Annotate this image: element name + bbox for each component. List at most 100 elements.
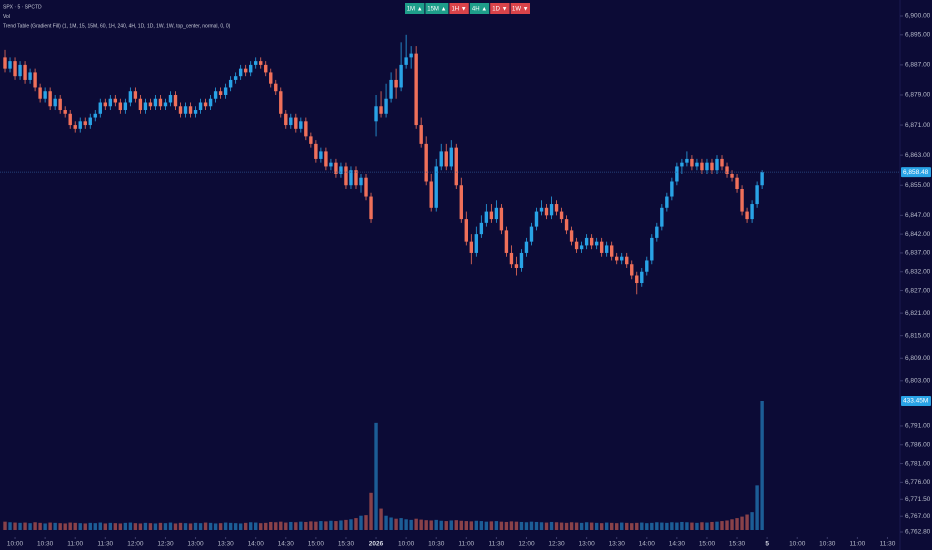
timeframe-badge[interactable] bbox=[490, 3, 510, 14]
candle-body bbox=[615, 256, 619, 261]
candle-body bbox=[514, 264, 519, 268]
volume-bar bbox=[98, 522, 102, 530]
candle-body bbox=[198, 102, 203, 111]
candle-body bbox=[183, 106, 188, 114]
volume-bar bbox=[554, 522, 559, 530]
candle-body bbox=[710, 162, 714, 171]
candle-body bbox=[384, 98, 388, 114]
volume-bar bbox=[474, 520, 479, 530]
volume-bar bbox=[705, 522, 709, 530]
volume-bar bbox=[730, 519, 734, 530]
timeframe-label[interactable]: 15M ▲ bbox=[427, 7, 446, 13]
volume-bar bbox=[93, 523, 97, 530]
volume-bar bbox=[479, 521, 484, 530]
y-tick-label: 6,832.00 bbox=[905, 268, 931, 275]
candle-body bbox=[760, 172, 764, 186]
timeframe-label[interactable]: 1D ▼ bbox=[492, 7, 507, 13]
volume-bar bbox=[615, 523, 619, 530]
candle-body bbox=[374, 106, 378, 122]
timeframe-badge[interactable] bbox=[510, 3, 530, 14]
volume-bar bbox=[248, 522, 253, 530]
volume-bar bbox=[304, 521, 308, 530]
volume-bar bbox=[213, 523, 218, 530]
candle-body bbox=[294, 117, 298, 129]
candle-body bbox=[178, 106, 183, 114]
volume-bar bbox=[645, 523, 649, 530]
candle-body bbox=[650, 237, 654, 261]
candle-body bbox=[143, 102, 148, 111]
candle-body bbox=[123, 102, 128, 111]
timeframe-badge[interactable] bbox=[425, 3, 449, 14]
timeframe-badge[interactable] bbox=[469, 3, 490, 14]
volume-bar bbox=[755, 485, 759, 530]
volume-bar bbox=[489, 521, 494, 530]
volume-bar bbox=[710, 521, 714, 530]
volume-bar bbox=[284, 522, 288, 530]
x-tick-label: 14:00 bbox=[248, 541, 265, 548]
candle-body bbox=[589, 237, 594, 246]
header-text: Vol bbox=[3, 14, 10, 20]
candle-body bbox=[379, 106, 383, 114]
volume-bar bbox=[108, 522, 113, 530]
volume-bar bbox=[344, 519, 348, 530]
y-tick-label: 6,781.00 bbox=[905, 460, 931, 467]
timeframe-badge[interactable] bbox=[405, 3, 425, 14]
x-tick-label: 11:30 bbox=[97, 541, 113, 548]
x-tick-label: 13:30 bbox=[609, 541, 626, 548]
x-tick-label: 14:00 bbox=[639, 541, 656, 548]
candle-body bbox=[484, 211, 489, 223]
y-tick-label: 6,871.00 bbox=[905, 122, 931, 129]
volume-bar bbox=[123, 522, 128, 530]
volume-bar bbox=[254, 522, 258, 530]
volume-bar bbox=[309, 521, 313, 530]
x-tick-label: 11:00 bbox=[849, 541, 865, 548]
y-tick-label: 6,900.00 bbox=[905, 13, 931, 20]
candle-body bbox=[655, 226, 659, 238]
candle-body bbox=[339, 166, 343, 174]
volume-bar bbox=[389, 517, 393, 530]
timeframe-label[interactable]: 4H ▲ bbox=[472, 7, 487, 13]
candle-body bbox=[675, 166, 679, 182]
candle-body bbox=[609, 245, 614, 257]
candle-body bbox=[23, 64, 27, 80]
axes: 6,900.00 6,895.00 6,887.00 6,879.00 6,871.00… bbox=[0, 13, 931, 548]
timeframe-label[interactable]: 1W ▼ bbox=[512, 7, 529, 13]
candle-body bbox=[630, 264, 634, 276]
volume-bar bbox=[369, 492, 373, 530]
candle-body bbox=[289, 117, 293, 126]
header-text: Trend Table (Gradient Fill) (1, 1M, 15, … bbox=[3, 23, 231, 29]
timeframe-badge[interactable] bbox=[449, 3, 469, 14]
volume-bar bbox=[414, 518, 418, 530]
volume-bar bbox=[319, 521, 323, 530]
candle-body bbox=[414, 53, 418, 126]
candle-body bbox=[504, 230, 509, 253]
candle-body bbox=[645, 260, 649, 272]
volume-bar bbox=[544, 522, 549, 530]
x-tick-label: 13:00 bbox=[187, 541, 204, 548]
y-tick-label: 6,879.00 bbox=[905, 92, 931, 99]
volume-bar bbox=[579, 522, 584, 530]
candle-body bbox=[304, 121, 308, 137]
candle-body bbox=[68, 113, 72, 126]
volume-bar bbox=[559, 522, 564, 530]
volume-bar bbox=[750, 512, 754, 530]
x-tick-label: 13:30 bbox=[217, 541, 234, 548]
candle-body bbox=[108, 98, 113, 107]
volume-bar bbox=[740, 516, 744, 530]
volume-bar bbox=[279, 521, 283, 530]
candle-body bbox=[544, 207, 549, 216]
candle-body bbox=[329, 162, 333, 167]
timeframe-label[interactable]: 1H ▼ bbox=[451, 7, 466, 13]
volume-bar bbox=[685, 522, 689, 530]
candle-body bbox=[705, 162, 709, 171]
y-tick-label: 6,821.00 bbox=[905, 310, 931, 317]
candle-body bbox=[740, 189, 744, 212]
volume-bar bbox=[143, 522, 148, 530]
timeframe-label[interactable]: 1M ▲ bbox=[407, 7, 423, 13]
volume-bar bbox=[223, 522, 228, 530]
y-tick-label: 6,786.00 bbox=[905, 441, 931, 448]
x-tick-label: 15:00 bbox=[308, 541, 325, 548]
y-tick-label: 6,771.50 bbox=[905, 496, 931, 503]
candle-body bbox=[715, 158, 719, 171]
volume-bar bbox=[218, 523, 223, 530]
